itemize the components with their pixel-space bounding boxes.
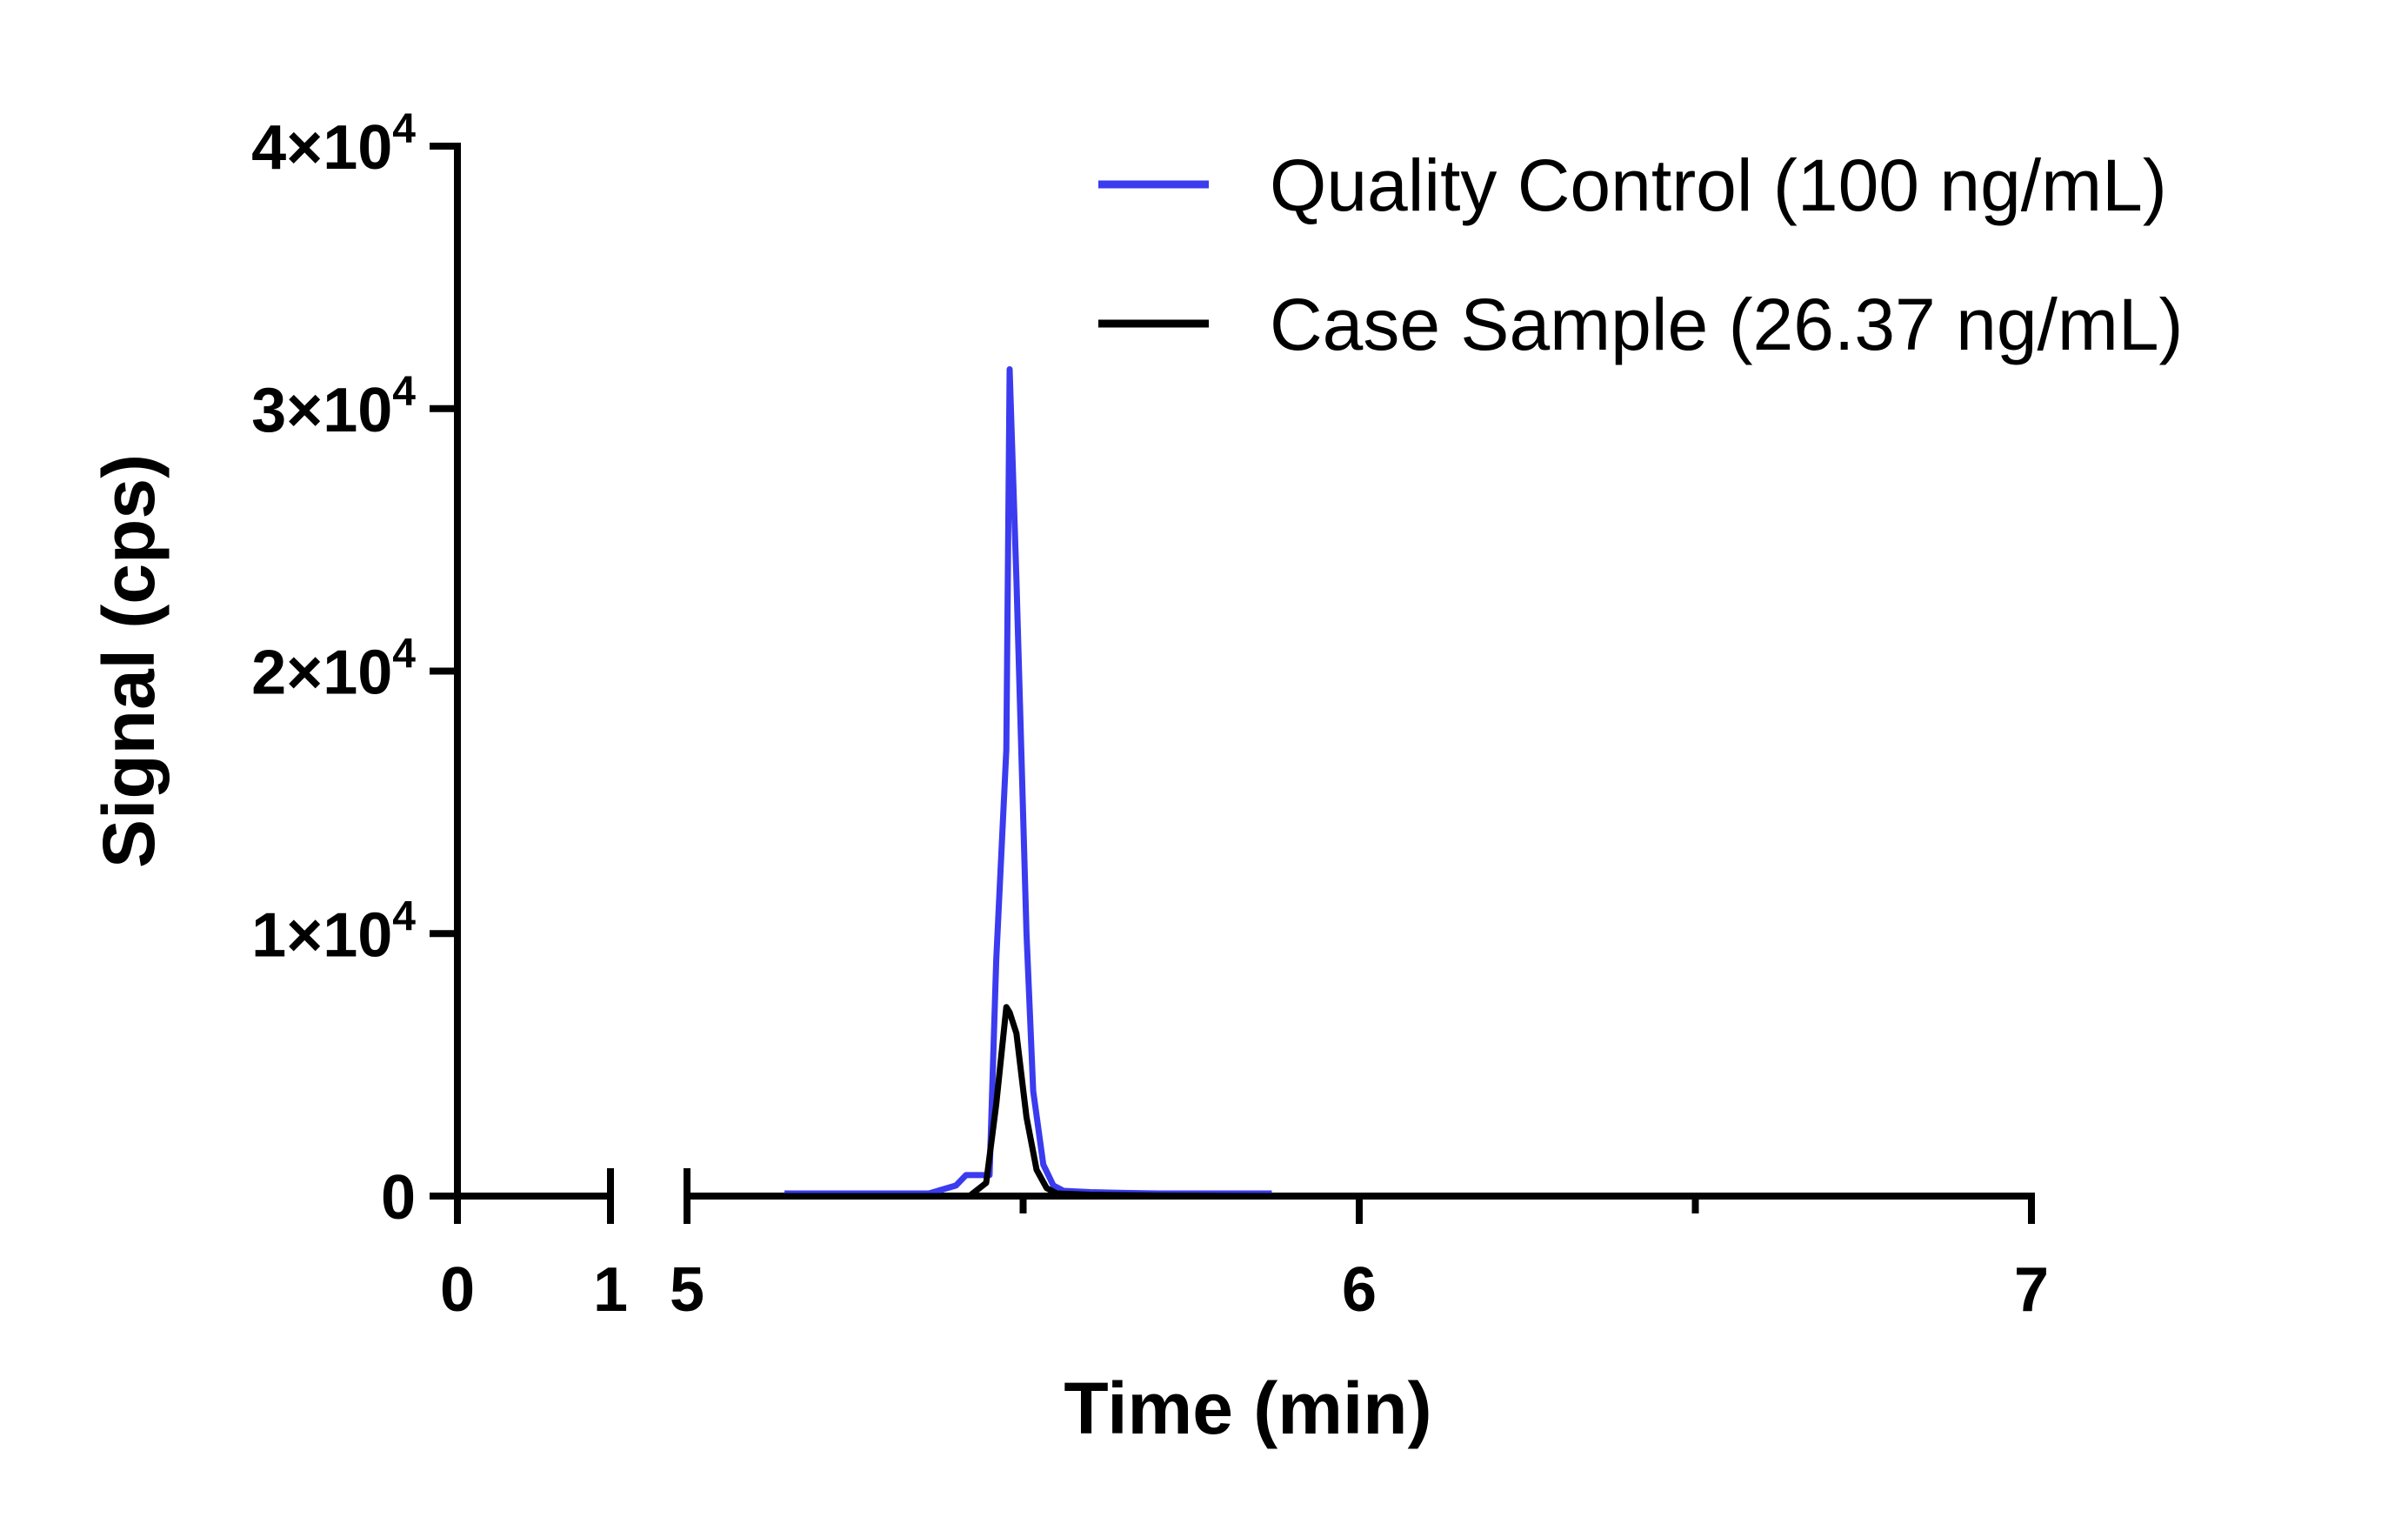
y-tick-label: 2×104 <box>251 632 416 708</box>
x-tick-label: 5 <box>670 1255 704 1325</box>
y-tick-label: 3×104 <box>251 369 416 445</box>
legend: Quality Control (100 ng/mL) Case Sample (… <box>1098 144 2184 365</box>
x-tick-label: 6 <box>1342 1255 1377 1325</box>
x-tick-label: 0 <box>440 1255 475 1325</box>
legend-label: Quality Control (100 ng/mL) <box>1270 144 2167 226</box>
series-layer <box>784 366 1272 1200</box>
x-tick-label: 7 <box>2014 1255 2049 1325</box>
y-tick-label: 4×104 <box>251 106 416 183</box>
series-line-quality-control <box>784 366 1272 1197</box>
series-line-case-sample <box>784 1004 1272 1200</box>
x-axis-title: Time (min) <box>1064 1367 1431 1449</box>
legend-label: Case Sample (26.37 ng/mL) <box>1270 284 2184 365</box>
y-tick-label: 0 <box>381 1163 416 1233</box>
x-tick-label: 1 <box>593 1255 628 1325</box>
y-tick-label: 1×104 <box>251 893 416 970</box>
y-axis-title: Signal (cps) <box>88 454 170 868</box>
